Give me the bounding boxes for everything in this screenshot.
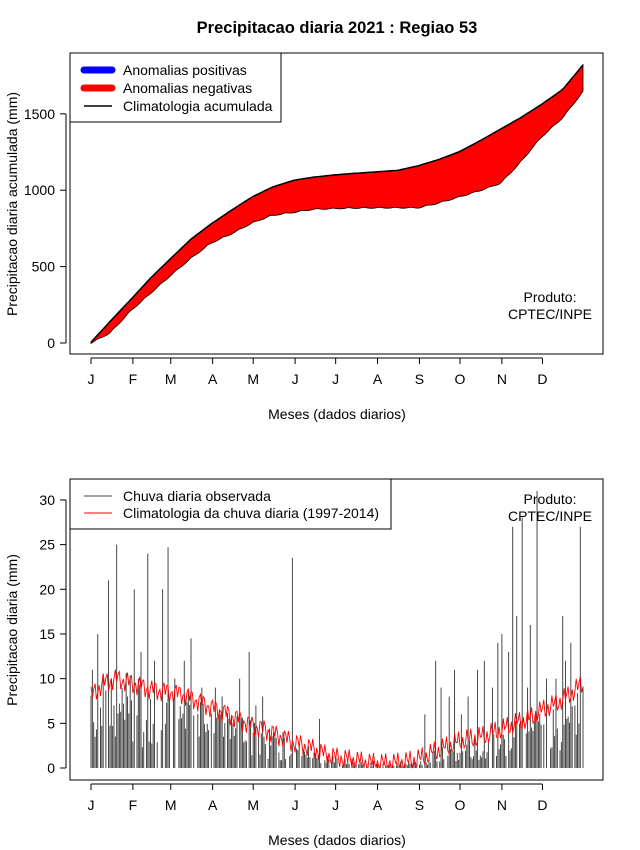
x-tick-label: M [165,797,177,813]
legend-label-negative: Anomalias negativas [123,80,252,96]
daily-precipitation-chart: 0 5 10 15 20 25 30 J F M A M J J A S O N D Precipitacao d… [4,478,604,848]
x-axis-label: Meses (dados diarios) [268,832,406,848]
y-axis-label: Precipitacao diaria (mm) [4,554,20,706]
figure-title: Precipitacao diaria 2021 : Regiao 53 [197,19,478,37]
legend: Anomalias positivas Anomalias negativas … [69,52,282,123]
y-axis: 0 5 10 15 20 25 30 [39,492,67,776]
y-tick-label: 1000 [24,182,55,198]
credit-source: CPTEC/INPE [508,508,592,524]
x-tick-label: M [247,371,259,387]
x-tick-label: N [497,797,507,813]
x-tick-label: O [455,371,466,387]
credit-label: Produto: [524,491,577,507]
plot-frame [69,52,604,355]
observed-rain-bars [90,491,584,768]
x-tick-label: S [415,797,424,813]
x-tick-label: S [415,371,424,387]
credit-source: CPTEC/INPE [508,306,592,322]
climatology-line-group [90,64,584,343]
legend-box [69,478,392,530]
x-tick-label: A [208,371,218,387]
climatology-daily-line [90,669,584,769]
x-tick-label: J [88,371,95,387]
y-tick-label: 15 [39,626,55,642]
legend: Chuva diaria observada Climatologia da c… [69,478,392,530]
x-tick-label: A [373,371,383,387]
y-tick-label: 0 [47,760,55,776]
x-tick-label: J [332,797,339,813]
y-tick-label: 25 [39,537,55,553]
y-axis: 0 500 1000 1500 [24,106,67,351]
credit-label: Produto: [524,289,577,305]
x-tick-label: A [373,797,383,813]
y-tick-label: 30 [39,492,55,508]
legend-label-climatology: Climatologia acumulada [123,98,273,114]
x-tick-label: J [292,797,299,813]
x-tick-label: D [537,797,547,813]
x-tick-label: J [292,371,299,387]
x-tick-label: A [208,797,218,813]
x-tick-label: J [88,797,95,813]
x-tick-label: D [537,371,547,387]
y-tick-label: 500 [32,259,56,275]
climatology-accumulated-line [90,64,584,343]
x-tick-label: O [455,797,466,813]
y-tick-label: 10 [39,671,55,687]
legend-label-observed: Chuva diaria observada [123,488,271,504]
x-tick-label: F [129,371,138,387]
y-tick-label: 20 [39,581,55,597]
x-tick-label: M [247,797,259,813]
y-tick-label: 0 [47,335,55,351]
x-tick-label: F [129,797,138,813]
x-tick-label: J [332,371,339,387]
y-tick-label: 1500 [24,106,55,122]
legend-label-positive: Anomalias positivas [123,62,247,78]
accumulated-precipitation-chart: 0 500 1000 1500 J F M A M J J A S O N D Precipitacao d… [4,52,604,422]
climatology-daily-line-group [90,669,584,769]
x-tick-label: N [497,371,507,387]
y-axis-label: Precipitacao diaria acumulada (mm) [4,92,20,316]
legend-label-climatology: Climatologia da chuva diaria (1997-2014) [123,505,379,521]
x-tick-label: M [165,371,177,387]
y-tick-label: 5 [47,715,55,731]
x-axis-label: Meses (dados diarios) [268,406,406,422]
